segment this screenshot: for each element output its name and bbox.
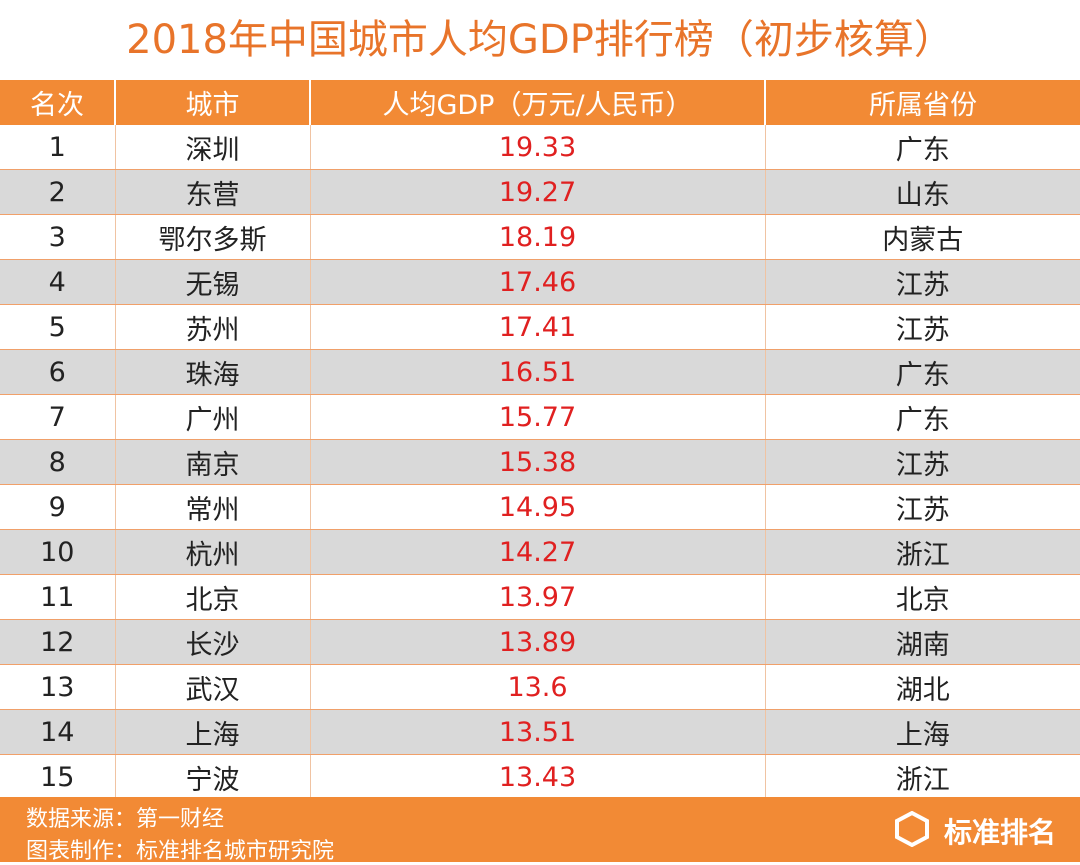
table-cell: 江苏 (765, 259, 1080, 305)
table-cell: 江苏 (765, 439, 1080, 485)
table-cell: 1 (0, 125, 116, 170)
table-cell: 东营 (115, 169, 311, 215)
table-cell: 南京 (115, 439, 311, 485)
table-row: 10 杭州 14.27 浙江 (0, 529, 1080, 575)
table-cell: 17.41 (310, 304, 766, 350)
table-cell: 北京 (765, 574, 1080, 620)
table-cell: 长沙 (115, 619, 311, 665)
ranking-table: 名次 城市 人均GDP（万元/人民币） 所属省份 1 深圳 19.33 广东 2 东营 19.27… (0, 80, 1080, 800)
header-cell: 所属省份 (765, 80, 1080, 125)
table-cell: 4 (0, 259, 116, 305)
table-cell: 湖北 (765, 664, 1080, 710)
table-cell: 广东 (765, 394, 1080, 440)
table-cell: 18.19 (310, 214, 766, 260)
table-cell: 3 (0, 214, 116, 260)
table-cell: 14.95 (310, 484, 766, 530)
table-cell: 13.51 (310, 709, 766, 755)
table-cell: 6 (0, 349, 116, 395)
table-cell: 13.43 (310, 754, 766, 800)
header-cell: 城市 (115, 80, 311, 125)
table-row: 13 武汉 13.6 湖北 (0, 664, 1080, 710)
table-row: 1 深圳 19.33 广东 (0, 125, 1080, 170)
footer: 数据来源：第一财经 图表制作：标准排名城市研究院 标准排名 (0, 797, 1080, 864)
table-cell: 15 (0, 754, 116, 800)
table-row: 6 珠海 16.51 广东 (0, 349, 1080, 395)
table-row: 2 东营 19.27 山东 (0, 169, 1080, 215)
table-cell: 13.97 (310, 574, 766, 620)
table-cell: 8 (0, 439, 116, 485)
table-cell: 5 (0, 304, 116, 350)
table-cell: 山东 (765, 169, 1080, 215)
table-cell: 16.51 (310, 349, 766, 395)
table-row: 11 北京 13.97 北京 (0, 574, 1080, 620)
header-cell: 名次 (0, 80, 116, 125)
logo-icon (895, 811, 929, 847)
table-cell: 上海 (765, 709, 1080, 755)
table-row: 12 长沙 13.89 湖南 (0, 619, 1080, 665)
table-cell: 13.6 (310, 664, 766, 710)
title: 2018年中国城市人均GDP排行榜（初步核算） (126, 17, 954, 63)
table-cell: 14 (0, 709, 116, 755)
table-cell: 江苏 (765, 484, 1080, 530)
source: 数据来源：第一财经 (26, 807, 225, 832)
table-cell: 13 (0, 664, 116, 710)
table-cell: 上海 (115, 709, 311, 755)
table-cell: 浙江 (765, 529, 1080, 575)
table-cell: 15.77 (310, 394, 766, 440)
table-cell: 13.89 (310, 619, 766, 665)
table-cell: 14.27 (310, 529, 766, 575)
table-cell: 珠海 (115, 349, 311, 395)
table-cell: 无锡 (115, 259, 311, 305)
table-row: 9 常州 14.95 江苏 (0, 484, 1080, 530)
table-cell: 江苏 (765, 304, 1080, 350)
table-row: 5 苏州 17.41 江苏 (0, 304, 1080, 350)
table-cell: 广东 (765, 125, 1080, 170)
table-cell: 武汉 (115, 664, 311, 710)
table-cell: 北京 (115, 574, 311, 620)
table-row: 4 无锡 17.46 江苏 (0, 259, 1080, 305)
table-cell: 湖南 (765, 619, 1080, 665)
table-cell: 广州 (115, 394, 311, 440)
table-cell: 鄂尔多斯 (115, 214, 311, 260)
header-row: 名次 城市 人均GDP（万元/人民币） 所属省份 (0, 80, 1080, 125)
table-row: 8 南京 15.38 江苏 (0, 439, 1080, 485)
table-cell: 2 (0, 169, 116, 215)
table-cell: 11 (0, 574, 116, 620)
table-cell: 深圳 (115, 125, 311, 170)
table-cell: 19.27 (310, 169, 766, 215)
table-cell: 杭州 (115, 529, 311, 575)
table-cell: 浙江 (765, 754, 1080, 800)
header-cell: 人均GDP（万元/人民币） (310, 80, 766, 125)
table-cell: 12 (0, 619, 116, 665)
table-cell: 17.46 (310, 259, 766, 305)
table-cell: 常州 (115, 484, 311, 530)
table-row: 3 鄂尔多斯 18.19 内蒙古 (0, 214, 1080, 260)
table-row: 7 广州 15.77 广东 (0, 394, 1080, 440)
table-row: 15 宁波 13.43 浙江 (0, 754, 1080, 800)
logo: 标准排名 (943, 816, 1056, 849)
table-cell: 苏州 (115, 304, 311, 350)
table-cell: 7 (0, 394, 116, 440)
maker: 图表制作：标准排名城市研究院 (26, 839, 335, 864)
table-cell: 10 (0, 529, 116, 575)
table-cell: 广东 (765, 349, 1080, 395)
table-cell: 内蒙古 (765, 214, 1080, 260)
table-cell: 15.38 (310, 439, 766, 485)
table-body: 1 深圳 19.33 广东 2 东营 19.27 山东 3 鄂尔多斯 18.19 内蒙古 4 无锡 17.4… (0, 125, 1080, 800)
table-cell: 19.33 (310, 125, 766, 170)
table-cell: 9 (0, 484, 116, 530)
table-cell: 宁波 (115, 754, 311, 800)
table-row: 14 上海 13.51 上海 (0, 709, 1080, 755)
